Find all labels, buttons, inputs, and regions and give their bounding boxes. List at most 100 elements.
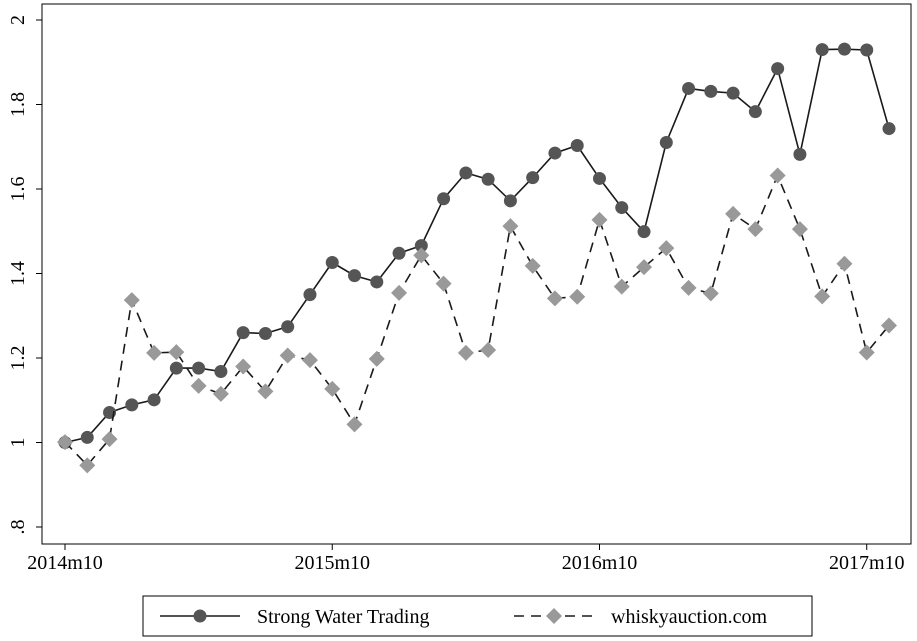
- data-point: [168, 344, 185, 361]
- x-tick-label: 2017m10: [829, 552, 905, 574]
- data-point: [192, 361, 206, 375]
- data-point: [281, 320, 295, 334]
- data-point: [725, 205, 742, 222]
- data-point: [80, 430, 94, 444]
- x-axis: 2014m10 2015m10 2016m10 2017m10: [27, 544, 905, 574]
- legend-label-strong-water: Strong Water Trading: [257, 606, 429, 628]
- y-tick-label: 1.4: [7, 261, 29, 286]
- data-point: [546, 290, 563, 307]
- data-point: [881, 317, 897, 334]
- data-point: [413, 247, 430, 264]
- x-tick-label: 2014m10: [27, 552, 103, 574]
- legend: Strong Water Trading whiskyauction.com: [142, 595, 813, 637]
- x-tick-label: 2015m10: [294, 552, 370, 574]
- data-point: [303, 288, 317, 302]
- data-point: [348, 269, 362, 283]
- data-point: [480, 341, 497, 358]
- data-point: [258, 326, 272, 340]
- data-point: [791, 221, 808, 238]
- series-line: [64, 173, 890, 467]
- data-point: [771, 62, 785, 76]
- series-1: [57, 167, 897, 474]
- data-point: [659, 136, 673, 150]
- data-point: [592, 171, 606, 185]
- legend-marker-strong-water: [193, 609, 207, 623]
- data-point: [190, 377, 207, 394]
- data-point: [769, 167, 786, 184]
- data-point: [726, 86, 740, 100]
- data-point: [459, 166, 473, 180]
- data-point: [503, 194, 517, 208]
- series-0: [58, 42, 896, 449]
- data-point: [682, 81, 696, 95]
- data-point: [169, 361, 183, 375]
- data-point: [815, 43, 829, 57]
- y-tick-label: 1.2: [7, 346, 29, 371]
- x-tick-label: 2016m10: [562, 552, 638, 574]
- data-point: [860, 43, 874, 57]
- data-point: [613, 278, 630, 295]
- y-tick-label: 1.6: [7, 177, 29, 202]
- legend-label-whiskyauction: whiskyauction.com: [611, 606, 768, 628]
- data-point: [637, 225, 651, 239]
- data-point: [793, 147, 807, 161]
- data-point: [147, 393, 161, 407]
- data-point: [125, 398, 139, 412]
- data-point: [346, 416, 363, 433]
- data-point: [279, 347, 296, 364]
- data-point: [858, 344, 875, 361]
- data-point: [212, 385, 229, 402]
- y-axis: .8 1 1.2 1.4 1.6 1.8 2: [7, 15, 42, 535]
- y-tick-label: .8: [7, 520, 29, 535]
- data-point: [414, 239, 428, 253]
- data-point: [370, 275, 384, 289]
- data-point: [591, 211, 608, 228]
- data-point: [569, 288, 586, 305]
- plot-frame: [41, 3, 912, 545]
- data-point: [836, 255, 853, 272]
- data-point: [368, 350, 385, 367]
- data-point: [301, 352, 318, 369]
- legend-marker-whiskyauction: [546, 608, 562, 624]
- data-point: [570, 138, 584, 152]
- data-point: [526, 171, 540, 185]
- legend-box: [142, 595, 813, 637]
- data-point: [214, 365, 228, 379]
- data-point: [837, 42, 851, 56]
- data-point: [257, 383, 274, 400]
- data-point: [814, 288, 831, 305]
- data-point: [146, 344, 163, 361]
- y-tick-label: 1: [7, 438, 29, 448]
- data-point: [457, 344, 474, 361]
- data-point: [324, 380, 341, 397]
- data-point: [636, 259, 653, 276]
- data-point: [437, 192, 451, 206]
- data-point: [79, 457, 96, 474]
- data-point: [680, 279, 697, 296]
- data-point: [392, 246, 406, 260]
- data-point: [747, 221, 764, 238]
- data-point: [748, 105, 762, 119]
- data-point: [57, 434, 73, 451]
- data-point: [704, 84, 718, 98]
- y-tick-label: 1.8: [7, 92, 29, 117]
- data-point: [524, 257, 541, 274]
- series-layer: [57, 42, 897, 474]
- data-point: [391, 284, 408, 301]
- data-point: [502, 218, 519, 235]
- series-line: [64, 48, 890, 444]
- data-point: [615, 201, 629, 215]
- data-point: [101, 431, 118, 448]
- data-point: [123, 292, 140, 309]
- data-point: [702, 285, 719, 302]
- data-point: [481, 172, 495, 186]
- data-point: [548, 146, 562, 160]
- data-point: [235, 358, 252, 375]
- data-point: [236, 326, 250, 340]
- data-point: [658, 240, 675, 257]
- data-point: [325, 256, 339, 270]
- y-tick-label: 2: [7, 15, 29, 25]
- data-point: [882, 122, 896, 136]
- data-point: [435, 275, 452, 292]
